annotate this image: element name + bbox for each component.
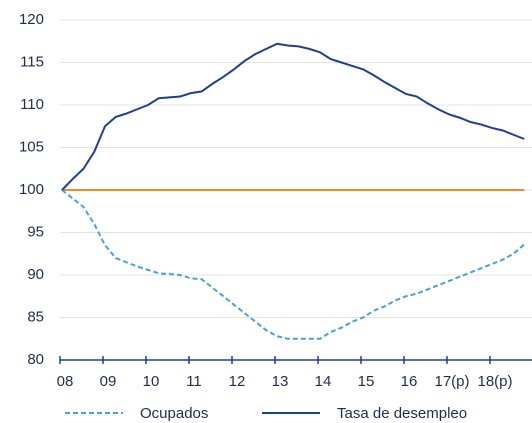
x-tick-label: 09 xyxy=(100,373,117,390)
y-tick-label: 120 xyxy=(19,11,44,28)
x-tick-label: 18(p) xyxy=(477,373,512,390)
y-tick-label: 90 xyxy=(27,266,44,283)
x-tick-label: 17(p) xyxy=(434,373,469,390)
y-tick-label: 85 xyxy=(27,308,44,325)
y-tick-label: 110 xyxy=(20,96,44,113)
y-tick-label: 80 xyxy=(27,351,44,368)
x-tick-label: 10 xyxy=(143,373,160,390)
x-tick-label: 14 xyxy=(315,373,332,390)
x-tick-label: 12 xyxy=(229,373,246,390)
x-tick-label: 13 xyxy=(272,373,289,390)
y-tick-label: 100 xyxy=(19,181,44,198)
y-tick-label: 95 xyxy=(27,223,44,240)
y-tick-label: 115 xyxy=(20,53,44,70)
series-line xyxy=(61,189,525,340)
x-tick-label: 16 xyxy=(401,373,418,390)
legend-label: Tasa de desempleo xyxy=(337,405,467,422)
series-line xyxy=(61,42,525,191)
x-tick-label: 08 xyxy=(57,373,74,390)
legend-label: Ocupados xyxy=(140,405,208,422)
x-tick-label: 15 xyxy=(358,373,375,390)
y-tick-label: 105 xyxy=(19,138,44,155)
x-tick-label: 11 xyxy=(186,373,202,390)
